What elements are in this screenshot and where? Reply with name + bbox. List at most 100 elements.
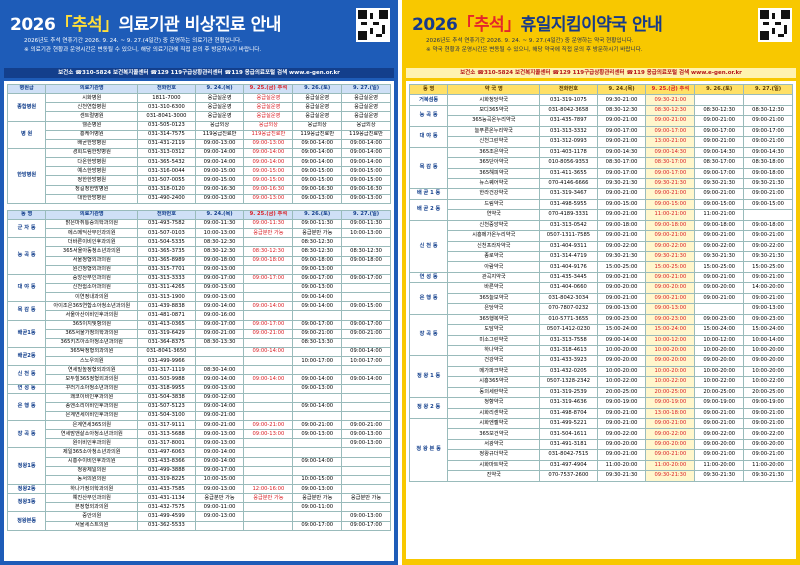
table-row: 365해피약국 031-411-3655 09:00-17:00 09:00-17:0… — [410, 167, 793, 179]
table-row: 정한한방병원 031-507-0055 09:00-15:00 09:00-15:00… — [8, 175, 391, 186]
hours-cell — [341, 392, 391, 403]
phone-cell: 031-313-7558 — [539, 334, 598, 346]
hours-cell: 09:00-21:00 — [694, 292, 745, 305]
name-cell: 연세밀높정형외과의원 — [45, 365, 139, 376]
hours-cell: 09:00-18:00 — [743, 167, 793, 179]
table-row: 진약국 070-7537-2600 09:30-21:30 09:30-21:30 09… — [410, 470, 793, 482]
hours-cell: 09:00-14:00 — [194, 401, 245, 412]
phone-cell: 031-8041-3000 — [137, 111, 196, 122]
name-cell: 미소그린약국 — [447, 334, 541, 346]
name-cell: 시화마트약국 — [447, 459, 541, 472]
notice: 2026년도 추석 연휴기간 2026. 9. 24. ~ 9. 27.(4일간… — [24, 38, 242, 44]
hours-cell: 09:00-14:00 — [292, 301, 343, 312]
phone-cell: 0507-1412-0230 — [539, 324, 598, 336]
hours-cell: 09:00-21:00 — [694, 407, 745, 420]
hours-cell: 응급실운영 — [243, 111, 294, 122]
hours-cell: 09:00-14:00 — [243, 157, 294, 168]
table-row: 거북섬동 시화청당약국 031-319-1075 09:30-21:00 09:30-2… — [408, 94, 793, 106]
table-row: 에스메딕산부인과의원 031-507-0103 10:00-13:00 응급분만 가능… — [8, 228, 391, 239]
group-label: 정 왕 2 동 — [408, 397, 449, 419]
name-cell: 365서울아동청소년과의원 — [45, 246, 139, 257]
hours-cell: 09:00-21:00 — [596, 136, 647, 148]
name-cell: 흥케어병원 — [45, 129, 139, 140]
table-row: 신천연합병원 031-310-6300 응급실운영 응급실운영 응급실운영 응급실운영 — [8, 102, 391, 113]
hours-cell: 15:00-24:00 — [596, 324, 647, 336]
phone-cell: 031-318-0120 — [137, 184, 196, 195]
hours-cell: 09:00-21:00 — [743, 407, 793, 420]
hours-cell: 09:00-21:00 — [694, 449, 745, 461]
name-cell: 다온한방병원 — [45, 157, 139, 168]
name-cell: 시화리센약국 — [447, 407, 541, 420]
name-cell: 모두힐365정형외과의원 — [45, 374, 139, 385]
phone-cell: 031-317-8001 — [137, 438, 196, 449]
name-cell: 신천연합병원 — [45, 102, 139, 113]
hours-cell: 09:00-21:00 — [292, 328, 343, 339]
hours-cell: 응급실운영 — [341, 111, 391, 122]
phone-cell: 070-4146-6666 — [539, 177, 598, 190]
name-cell: 건강약국 — [447, 355, 541, 367]
hours-cell: 09:00-17:00 — [292, 319, 343, 330]
hours-cell: 08:30-12:30 — [243, 246, 294, 257]
table-row: 본정형외과의원 031-432-7575 09:00-11:00 09:00-11:0… — [8, 502, 391, 513]
hours-cell: 응급외상 — [194, 120, 245, 131]
hours-cell: 응급실운영 — [243, 93, 294, 104]
hours-cell: 09:00-13:00 — [292, 264, 343, 275]
name-cell: 정왕규더약국 — [447, 449, 541, 461]
phone-cell: 031-318-9955 — [137, 383, 196, 394]
column-header: 9. 25.(금) 추석 — [243, 83, 294, 95]
column-header: 9. 27.(일) — [341, 83, 391, 95]
hours-cell — [292, 346, 343, 358]
hours-cell: 09:00-22:00 — [645, 240, 696, 253]
table-row: 아람약국 031-404-9176 15:00-25:00 15:00-25:00 15… — [410, 261, 793, 273]
name-cell: 아이조은365연합소아청소년과의원 — [45, 301, 139, 312]
hours-cell: 11:00-21:00 — [645, 209, 696, 221]
phone-cell: 031-319-8225 — [137, 474, 196, 486]
table-row: 하나약국 031-318-4613 10:00-20:00 10:00-20:00 10… — [410, 344, 793, 357]
name-cell: 신천그린약국 — [447, 136, 541, 148]
name-cell: 시흥수이비인후과의원 — [45, 456, 139, 467]
group-label: 정 왕 본 동 — [408, 418, 449, 482]
phone-cell: 031-8042-3658 — [539, 104, 598, 117]
hours-cell: 09:00-21:00 — [645, 271, 696, 284]
name-cell: 쾌코이비인후과의원 — [45, 392, 139, 403]
table-row: 시흥수이비인후과의원 031-433-8366 09:00-14:00 09:00-1… — [8, 456, 391, 467]
hours-cell: 09:00-22:00 — [596, 240, 647, 253]
hours-cell: 09:00-13:00 — [341, 429, 391, 440]
hours-cell: 10:00-20:00 — [743, 365, 793, 378]
hours-cell: 09:00-15:00 — [341, 166, 391, 177]
hours-cell: 09:00-13:00 — [243, 193, 294, 204]
hours-cell: 11:00-20:00 — [694, 459, 745, 472]
notice: ※ 약국 현황과 운영시간은 변동될 수 있으니, 해당 약국에 직접 문의 후… — [426, 47, 643, 53]
phone-cell: 031-507-0103 — [137, 228, 196, 239]
hours-cell: 10:00-14:00 — [743, 334, 793, 346]
poster-header: 2026「추석」의료기관 비상진료 안내 2026년도 추석 연휴기간 2026… — [4, 4, 394, 68]
hours-cell: 09:00-16:30 — [243, 184, 294, 195]
hours-cell: 09:00-13:00 — [243, 138, 294, 149]
table-row: 원이비인후과의원 031-317-8001 09:00-13:00 09:00-13:… — [8, 438, 391, 449]
table-row: 연세맘앤살소아청소년과의원 031-313-5688 09:00-13:00 09:0… — [8, 429, 391, 440]
name-cell: 서울세스트의원 — [45, 520, 139, 531]
hours-cell: 09:00-14:00 — [292, 147, 343, 159]
name-cell: 신천프라자약국 — [447, 240, 541, 253]
table-row: 배 곧 1 동 한라건강약국 031-319-3467 09:00-21:00 09:0… — [408, 188, 793, 200]
phone-cell: 031-498-8704 — [539, 407, 598, 420]
hours-cell: 08:30-12:30 — [341, 246, 391, 257]
hours-cell: 09:00-21:00 — [645, 292, 696, 305]
hours-cell: 09:00-14:00 — [194, 157, 245, 168]
table-row: 뉴스퀘어약국 070-4146-6666 09:30-21:30 09:30-21:3… — [410, 177, 793, 190]
hours-cell: 10:00-20:00 — [645, 344, 696, 357]
hours-cell: 10:00-13:00 — [341, 228, 391, 239]
hours-cell: 08:30-12:30 — [694, 104, 745, 117]
phone-cell: 031-403-1178 — [539, 146, 598, 159]
name-cell: 에스메딕산부인과의원 — [45, 228, 139, 239]
hours-cell: 09:00-19:00 — [645, 397, 696, 409]
hours-cell: 09:00-21:00 — [194, 410, 245, 422]
table-row: 은 행 동 쾌코이비인후과의원 031-504-3838 09:00-12:00 — [6, 392, 391, 422]
hours-cell: 09:00-13:00 — [292, 193, 343, 204]
phone-cell: 031-499-5221 — [539, 417, 598, 430]
name-cell: 이연정내과의원 — [45, 292, 139, 303]
name-cell: 연세맘앤살소아청소년과의원 — [45, 429, 139, 440]
hours-cell: 09:00-14:30 — [645, 146, 696, 159]
